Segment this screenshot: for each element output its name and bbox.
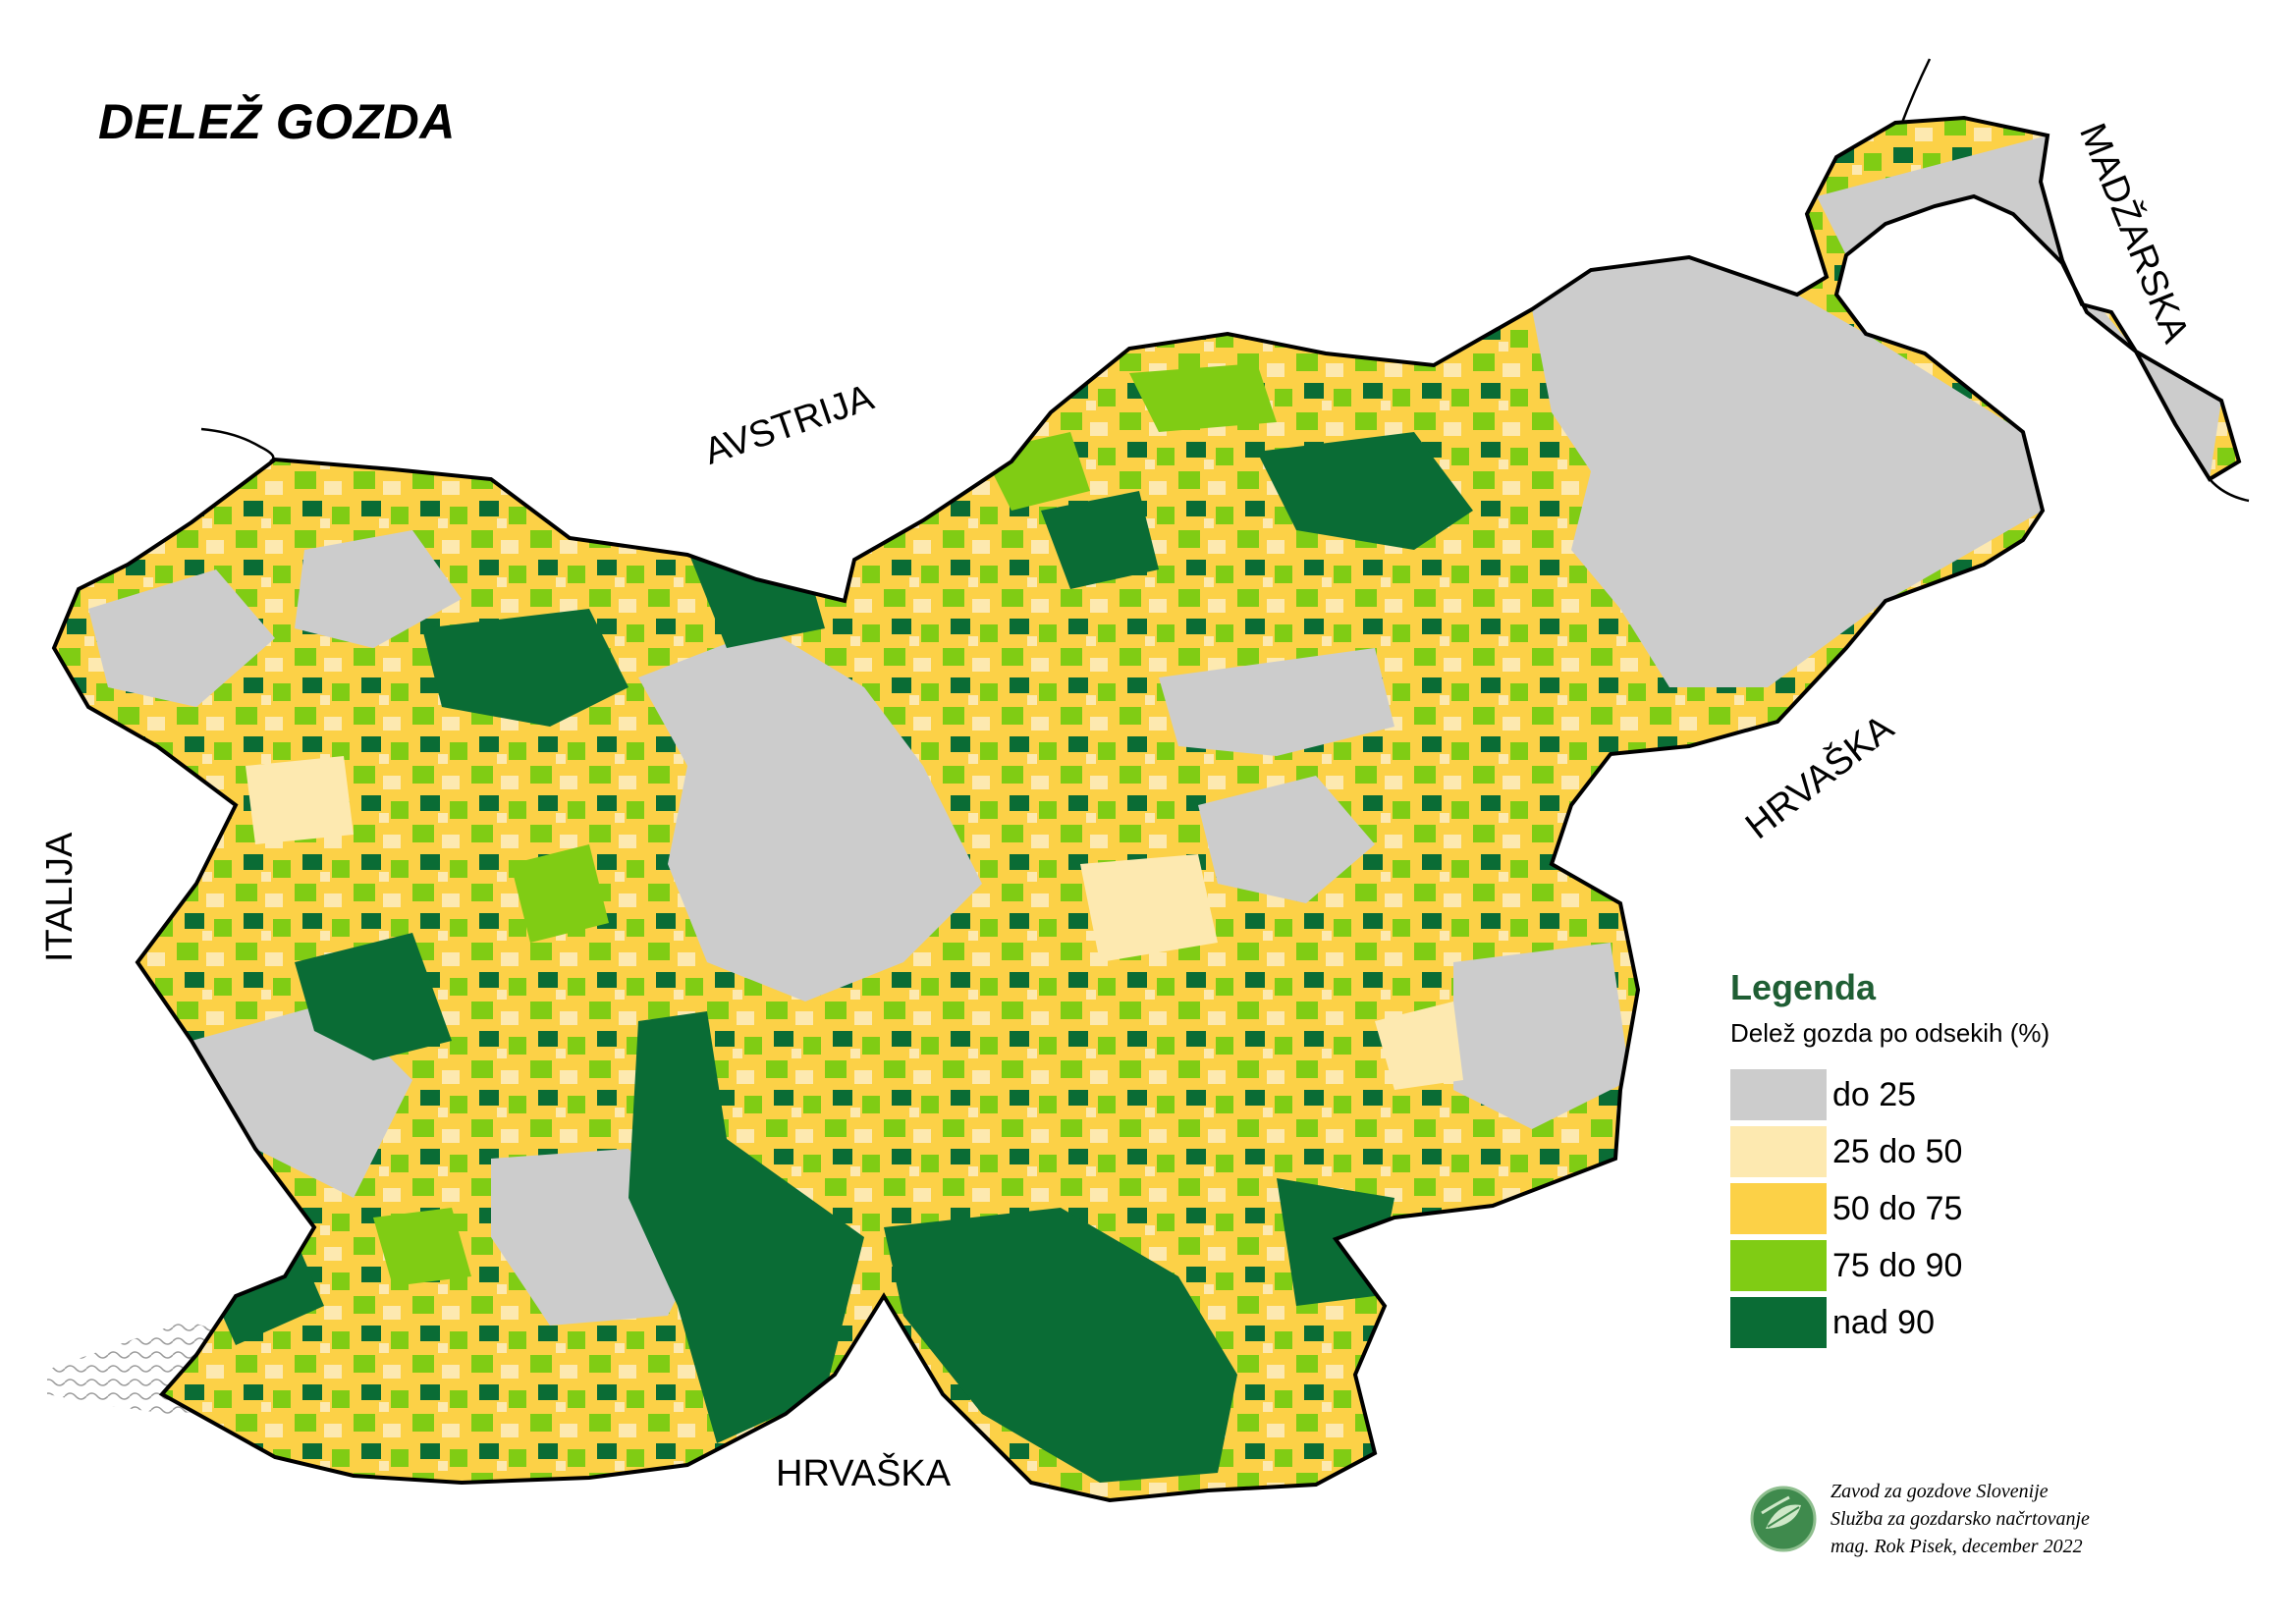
legend-label: nad 90 <box>1832 1303 1935 1341</box>
legend-swatch <box>1730 1183 1827 1234</box>
border-line-northwest <box>200 427 275 463</box>
credits-department: Služba za gozdarsko načrtovanje <box>1831 1508 2090 1530</box>
map-title: DELEŽ GOZDA <box>98 94 456 149</box>
legend: Legenda Delež gozda po odsekih (%) do 25… <box>1730 967 2143 1351</box>
border-line-northeast <box>1898 58 1932 129</box>
legend-swatch <box>1730 1240 1827 1291</box>
credits-organization: Zavod za gozdove Slovenije <box>1831 1481 2049 1502</box>
legend-subtitle: Delež gozda po odsekih (%) <box>1730 1018 2050 1048</box>
legend-item: do 25 <box>1730 1066 2143 1123</box>
border-line-east <box>2209 478 2250 503</box>
credits: Zavod za gozdove Slovenije Služba za goz… <box>1748 1478 2090 1560</box>
country-label-italy: ITALIJA <box>39 832 81 962</box>
legend-swatch <box>1730 1126 1827 1177</box>
legend-swatch <box>1730 1297 1827 1348</box>
legend-swatch <box>1730 1069 1827 1120</box>
legend-title: Legenda <box>1730 967 1877 1007</box>
legend-items: do 25 25 do 50 50 do 75 75 do 90 nad 90 <box>1730 1066 2143 1351</box>
legend-item: 25 do 50 <box>1730 1123 2143 1180</box>
legend-label: 25 do 50 <box>1832 1132 1963 1170</box>
leaf-globe-icon <box>1750 1486 1817 1552</box>
legend-item: 75 do 90 <box>1730 1237 2143 1294</box>
credits-author-date: mag. Rok Pisek, december 2022 <box>1831 1536 2083 1557</box>
legend-label: 50 do 75 <box>1832 1189 1963 1227</box>
legend-item: nad 90 <box>1730 1294 2143 1351</box>
legend-label: 75 do 90 <box>1832 1246 1963 1284</box>
country-label-croatia-south: HRVAŠKA <box>776 1453 952 1494</box>
legend-label: do 25 <box>1832 1075 1917 1113</box>
legend-item: 50 do 75 <box>1730 1180 2143 1237</box>
